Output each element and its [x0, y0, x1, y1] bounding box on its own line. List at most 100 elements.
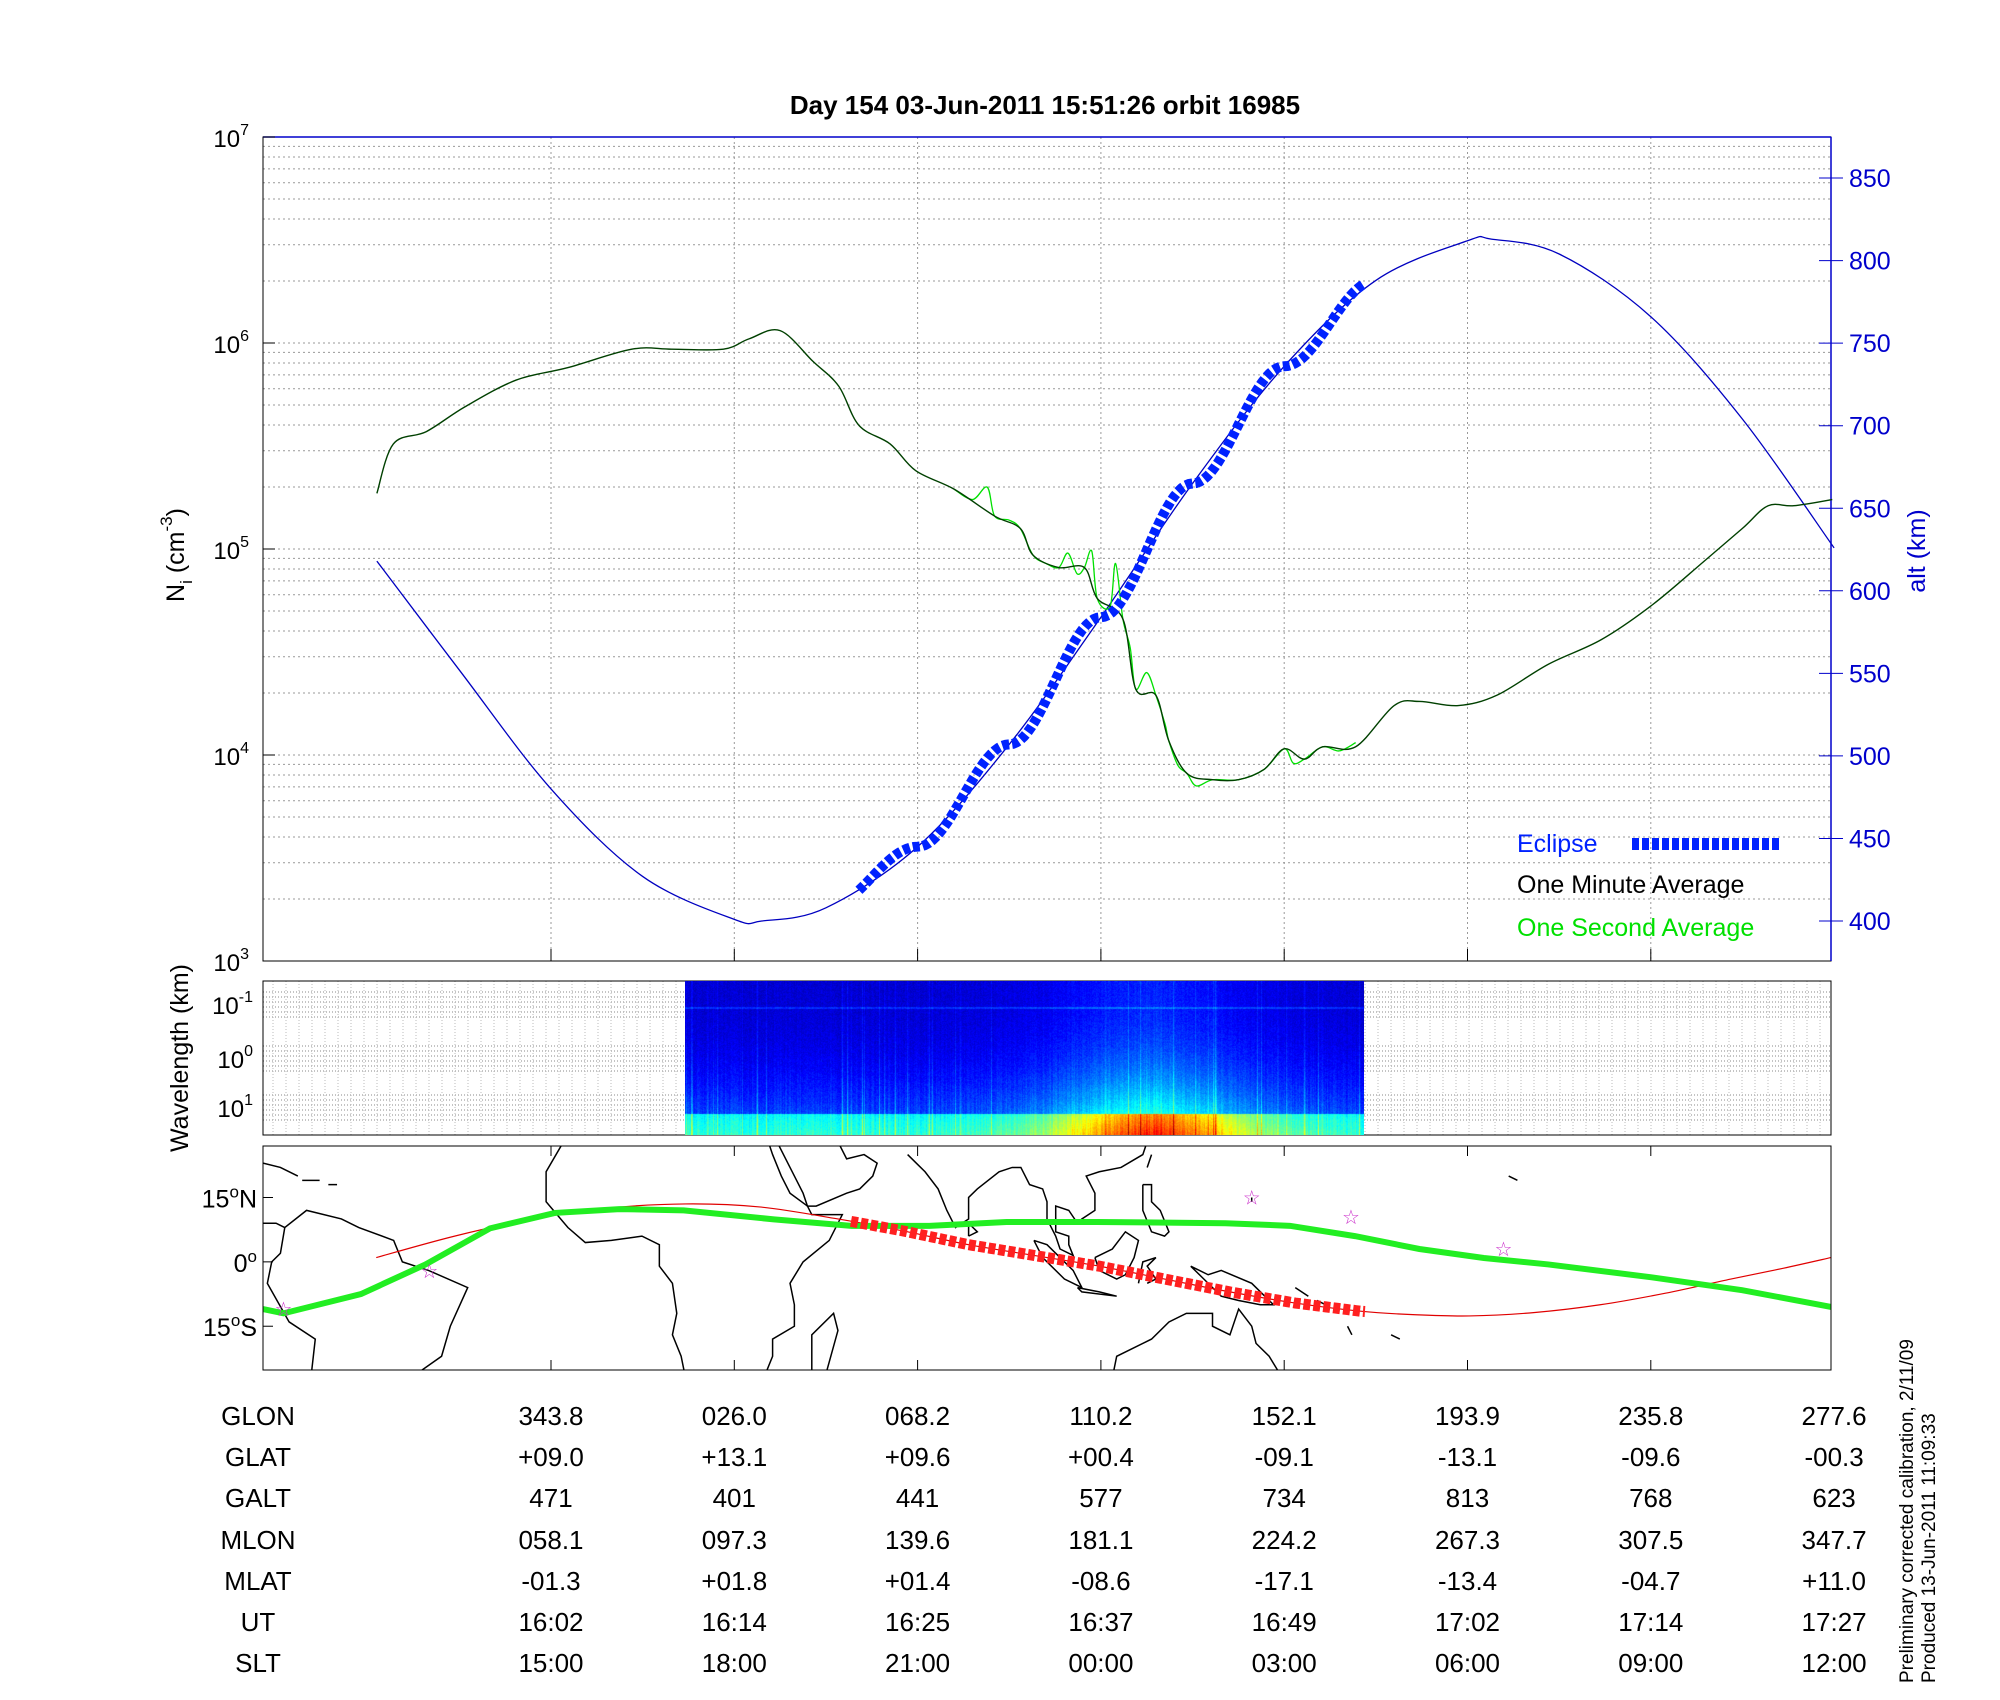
table-cell: -09.1: [1255, 1442, 1314, 1472]
coastline: [1190, 1265, 1276, 1306]
table-cell: 193.9: [1435, 1401, 1500, 1431]
station-star-icon: ☆: [1342, 1207, 1360, 1229]
lat-tick-label: 15oS: [203, 1311, 257, 1342]
coastline: [263, 1162, 299, 1177]
y-tick-label: 105: [213, 534, 249, 565]
row-label: GLAT: [225, 1442, 291, 1472]
table-cell: 00:00: [1068, 1648, 1133, 1678]
table-cell: 224.2: [1252, 1525, 1317, 1555]
table-cell: 16:14: [702, 1607, 767, 1637]
lat-hemi: S: [240, 1314, 257, 1342]
table-cell: 623: [1812, 1483, 1855, 1513]
tick-base: 10: [217, 1047, 244, 1074]
row-label: GLON: [221, 1401, 295, 1431]
y-tick-exp: 6: [240, 328, 249, 345]
table-cell: 18:00: [702, 1648, 767, 1678]
wavelength-tick-label: 10-1: [212, 989, 253, 1020]
row-label: GALT: [225, 1483, 291, 1513]
table-cell: 235.8: [1618, 1401, 1683, 1431]
table-cell: +11.0: [1802, 1566, 1866, 1596]
coastline: [263, 1222, 286, 1229]
y-label-sub: i: [177, 580, 196, 584]
y-tick-exp: 4: [240, 740, 249, 757]
table-cell: 21:00: [885, 1648, 950, 1678]
y2-tick-label: 500: [1849, 743, 1891, 771]
table-cell: -08.6: [1071, 1566, 1130, 1596]
y2-tick-label: 800: [1849, 248, 1891, 276]
y-tick-exp: 3: [240, 946, 249, 963]
y2-tick-label: 700: [1849, 413, 1891, 441]
wavelength-axis-label: Wavelength (km): [166, 964, 194, 1152]
y-axis-label: Ni (cm-3): [157, 508, 196, 602]
y-tick-exp: 5: [240, 534, 249, 551]
spectrogram-image: [685, 981, 1364, 1135]
table-cell: 16:25: [885, 1607, 950, 1637]
table-cell: -13.4: [1438, 1566, 1497, 1596]
coastline: [778, 1146, 879, 1207]
tick-exp: -1: [239, 989, 253, 1006]
footnote: Preliminary corrected calibration, 2/11/…: [1897, 1339, 1940, 1683]
table-cell: 139.6: [885, 1525, 950, 1555]
coastline: [1113, 1307, 1279, 1370]
table-cell: 16:37: [1068, 1607, 1133, 1637]
table-cell: 16:49: [1252, 1607, 1317, 1637]
coastline: [1346, 1325, 1353, 1336]
density-panel: 1071061051041038508007507006506005505004…: [157, 122, 1931, 977]
y-label-main: N: [162, 584, 190, 602]
table-cell: -09.6: [1621, 1442, 1680, 1472]
tick-exp: 1: [244, 1092, 253, 1109]
row-label: MLAT: [224, 1566, 292, 1596]
table-cell: 577: [1079, 1483, 1122, 1513]
table-row: GLON 343.8 026.0 068.2 110.2 152.1 193.9 235.8 2…: [221, 1401, 1866, 1431]
table-cell: +01.8: [701, 1566, 767, 1596]
map-series: ☆ ☆ ☆ ☆ ☆: [263, 1187, 1831, 1321]
coastline: [967, 1221, 979, 1237]
y2-tick-label: 550: [1849, 660, 1891, 688]
y2-tick-label: 450: [1849, 825, 1891, 853]
coastline: [1076, 1286, 1117, 1297]
y-tick-exp: 7: [240, 122, 249, 139]
lat-deg: 0: [234, 1250, 248, 1278]
table-row: GLAT +09.0 +13.1 +09.6 +00.4 -09.1 -13.1 -09.6 -…: [225, 1442, 1864, 1472]
footnote-line1: Preliminary corrected calibration, 2/11/…: [1897, 1339, 1918, 1683]
y-label-unit_exp: -3: [157, 516, 176, 531]
table-cell: 068.2: [885, 1401, 950, 1431]
table-cell: -17.1: [1255, 1566, 1314, 1596]
table-cell: 267.3: [1435, 1525, 1500, 1555]
y-tick-base: 10: [213, 126, 240, 153]
table-cell: 181.1: [1068, 1525, 1133, 1555]
table-cell: 441: [896, 1483, 939, 1513]
table-cell: 768: [1629, 1483, 1672, 1513]
table-row: SLT 15:00 18:00 21:00 00:00 03:00 06:00 09:00 12…: [235, 1648, 1867, 1678]
table-cell: -00.3: [1804, 1442, 1863, 1472]
coastline: [1508, 1175, 1518, 1182]
y-tick-label: 104: [213, 740, 249, 771]
table-cell: 16:02: [518, 1607, 583, 1637]
y2-tick-label: 400: [1849, 908, 1891, 936]
table-cell: 401: [713, 1483, 756, 1513]
coastline: [1142, 1183, 1170, 1237]
coastline: [1094, 1230, 1140, 1280]
table-cell: 307.5: [1618, 1525, 1683, 1555]
table-cell: +01.4: [885, 1566, 951, 1596]
table-cell: 110.2: [1069, 1401, 1132, 1431]
table-cell: 813: [1446, 1483, 1489, 1513]
table-row: GALT 471 401 441 577 734 813 768 623: [225, 1483, 1856, 1513]
table-cell: +00.4: [1068, 1442, 1134, 1472]
coastline: [1146, 1154, 1153, 1168]
table-cell: -01.3: [521, 1566, 580, 1596]
plot-title: Day 154 03-Jun-2011 15:51:26 orbit 16985: [790, 90, 1300, 120]
coastline: [1294, 1286, 1309, 1297]
table-row: MLON 058.1 097.3 139.6 181.1 224.2 267.3 307.5 3…: [220, 1525, 1866, 1555]
y-tick-base: 10: [213, 538, 240, 565]
y2-tick-label: 600: [1849, 578, 1891, 606]
table-cell: 03:00: [1252, 1648, 1317, 1678]
map-axes-box: [262, 1145, 1832, 1371]
table-cell: 17:02: [1435, 1607, 1500, 1637]
y-tick-label: 106: [213, 328, 249, 359]
table-cell: 471: [529, 1483, 572, 1513]
lat-degree-sign: o: [231, 1311, 240, 1330]
